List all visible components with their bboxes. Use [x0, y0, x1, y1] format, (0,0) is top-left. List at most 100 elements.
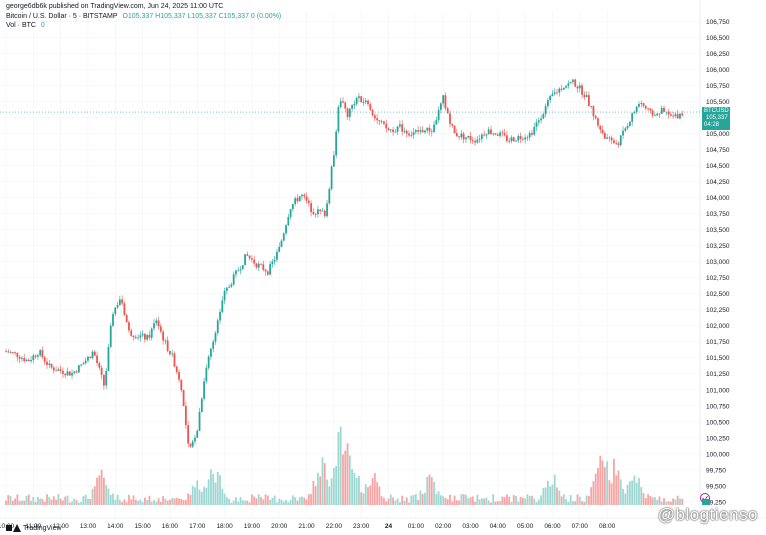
candle-body [239, 269, 242, 271]
candle-body [337, 107, 340, 132]
candle-body [348, 108, 351, 117]
volume-bar [157, 498, 160, 505]
candle-body [305, 196, 308, 201]
volume-bar [30, 500, 32, 505]
candle-body [353, 103, 356, 106]
candle-body [521, 138, 524, 140]
volume-bar [52, 496, 55, 505]
tradingview-brand[interactable]: TradingView [6, 524, 62, 532]
volume-bar [574, 501, 577, 505]
candle-body [669, 114, 672, 116]
volume-bar [444, 497, 447, 505]
candle-body [444, 95, 447, 109]
symbol-title[interactable]: Bitcoin / U.S. Dollar · 5 · BITSTAMP [6, 13, 118, 20]
x-tick-label: 06:00 [544, 523, 561, 530]
candle-body [216, 320, 219, 333]
x-tick-label: 16:00 [162, 523, 179, 530]
candle-body [649, 108, 652, 111]
candle-body [371, 109, 374, 116]
volume-bar [569, 495, 572, 505]
candle-body [501, 132, 504, 134]
y-tick-label: 99,750 [706, 467, 726, 474]
volume-bar [433, 481, 435, 505]
candle-body [260, 263, 262, 265]
candle-body [291, 204, 294, 210]
candle-body [667, 111, 670, 115]
volume-bar [373, 473, 376, 505]
volume-bar [437, 491, 440, 505]
volume-bar [262, 499, 265, 505]
symbol-line: Bitcoin / U.S. Dollar · 5 · BITSTAMP O10… [6, 13, 284, 20]
candle-body [328, 188, 331, 204]
candle-body [130, 330, 133, 336]
volume-bar [150, 501, 153, 505]
volume-bar [271, 497, 274, 505]
volume-bar [371, 478, 374, 505]
volume-bar [471, 496, 474, 505]
volume-bar [369, 485, 372, 505]
volume-bar [276, 502, 278, 505]
candle-body [159, 326, 162, 332]
candle-body [681, 113, 684, 116]
candle-body [82, 363, 85, 365]
volume-bar [364, 484, 367, 505]
volume-bar [25, 495, 28, 505]
price-axis[interactable]: 99,250 99,500 99,750 100,000 100,250 100,500 1… [706, 19, 730, 506]
time-axis[interactable]: 10:0011:0012:0013:0014:0015:0016:0017:00… [0, 523, 616, 530]
candle-body [203, 381, 205, 399]
volume-bar [615, 475, 618, 505]
volume-bars [5, 426, 684, 505]
volume-bar [547, 480, 549, 505]
volume-bar [453, 495, 456, 505]
candle-body [98, 363, 101, 368]
volume-bar [642, 493, 645, 505]
candle-body [385, 123, 388, 129]
volume-bar [91, 488, 94, 505]
candle-body [540, 118, 542, 121]
candle-body [487, 129, 490, 135]
volume-bar [572, 501, 574, 505]
x-tick-label: 19:00 [244, 523, 261, 530]
volume-bar [80, 501, 83, 505]
volume-bar [68, 502, 71, 505]
volume-bar [606, 461, 609, 505]
volume-bar [392, 497, 394, 505]
volume-bar [253, 496, 256, 505]
candle-body [346, 108, 349, 117]
volume-bar [458, 500, 461, 505]
candle-body [180, 379, 183, 391]
candle-body [153, 323, 155, 329]
volume-bar [503, 497, 506, 505]
candle-body [128, 322, 130, 331]
volume-bar [93, 486, 96, 505]
candle-body [654, 115, 656, 117]
candle-body [116, 305, 119, 308]
candle-body [301, 194, 303, 197]
volume-bar [435, 493, 438, 505]
volume-bar [118, 499, 121, 505]
volume-bar [321, 457, 324, 505]
candle-body [355, 97, 358, 104]
volume-bar [385, 501, 388, 505]
volume-bar [251, 494, 253, 505]
candle-body [335, 131, 338, 156]
candle-body [624, 128, 627, 131]
volume-bar [665, 501, 668, 505]
volume-bar [34, 502, 37, 505]
volume-bar [585, 495, 588, 505]
candle-body [508, 140, 511, 142]
candle-body [597, 118, 599, 126]
volume-bar [483, 498, 486, 505]
volume-bar [430, 477, 433, 505]
candle-body [474, 140, 476, 143]
candle-body [469, 136, 472, 141]
volume-bar [212, 474, 215, 505]
candle-body [244, 254, 246, 266]
candle-body [428, 127, 431, 132]
volume-bar [153, 499, 155, 505]
volume-bar [549, 486, 552, 505]
y-tick-label: 101,500 [706, 355, 730, 362]
volume-label[interactable]: Vol · BTC [6, 22, 36, 29]
volume-bar [679, 498, 681, 505]
